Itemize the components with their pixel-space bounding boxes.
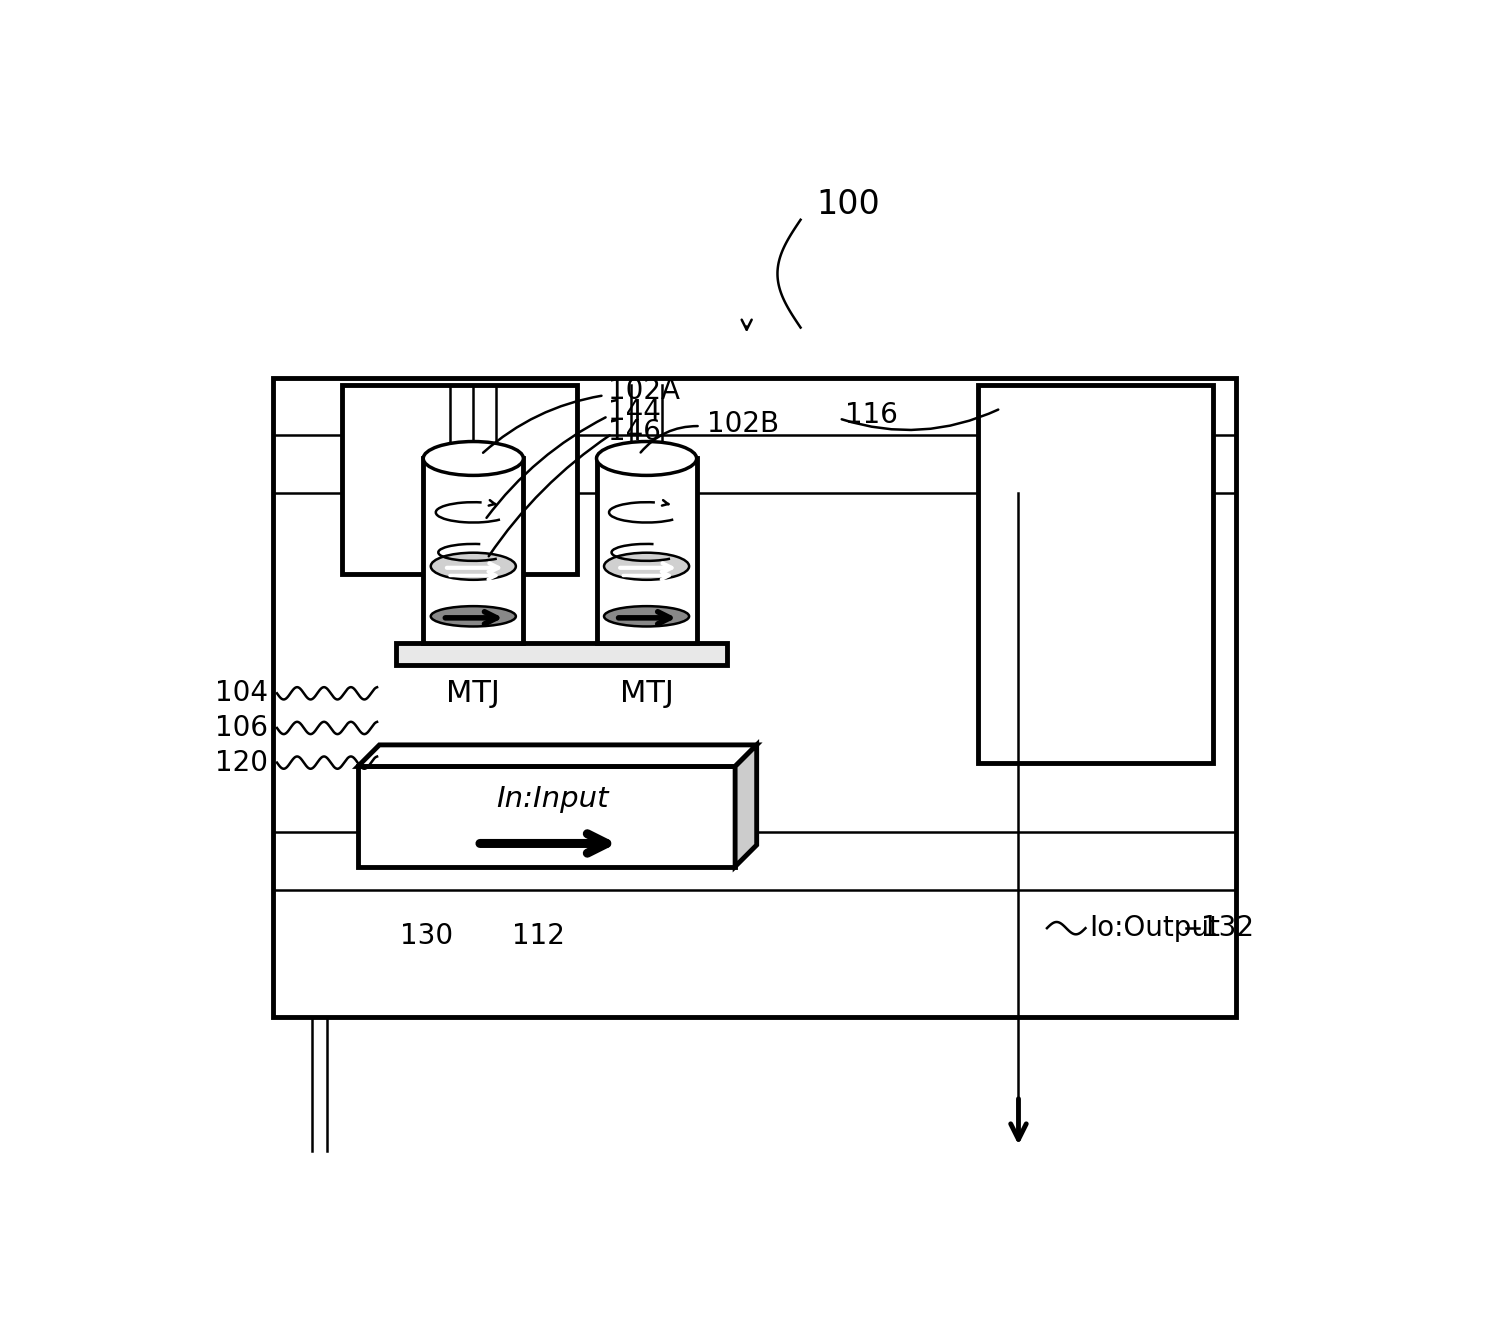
Ellipse shape	[605, 606, 689, 626]
Text: 120: 120	[214, 749, 268, 776]
Bar	[424, 459, 523, 643]
Text: 116: 116	[844, 401, 899, 428]
Bar	[342, 385, 578, 573]
Ellipse shape	[431, 552, 516, 580]
Bar	[597, 459, 697, 643]
Polygon shape	[734, 745, 757, 866]
Ellipse shape	[597, 442, 697, 476]
Text: 130: 130	[400, 921, 454, 950]
Polygon shape	[357, 745, 757, 767]
Text: 102A: 102A	[608, 377, 680, 405]
Bar	[397, 643, 727, 664]
Text: 104: 104	[214, 679, 268, 708]
Bar	[357, 767, 734, 866]
Text: MTJ: MTJ	[446, 679, 501, 708]
Text: 100: 100	[816, 188, 879, 221]
Ellipse shape	[605, 552, 689, 580]
Bar	[273, 378, 1235, 1016]
Text: 132: 132	[1200, 915, 1255, 942]
Text: 106: 106	[214, 714, 268, 742]
Text: 144: 144	[608, 398, 661, 426]
Text: 146: 146	[608, 418, 661, 447]
Bar	[977, 385, 1212, 763]
Text: In:Input: In:Input	[496, 784, 609, 813]
Ellipse shape	[431, 606, 516, 626]
Text: Io:Output: Io:Output	[1089, 915, 1220, 942]
Text: 102B: 102B	[707, 410, 778, 438]
Text: 112: 112	[511, 921, 564, 950]
Ellipse shape	[424, 442, 523, 476]
Text: MTJ: MTJ	[620, 679, 674, 708]
